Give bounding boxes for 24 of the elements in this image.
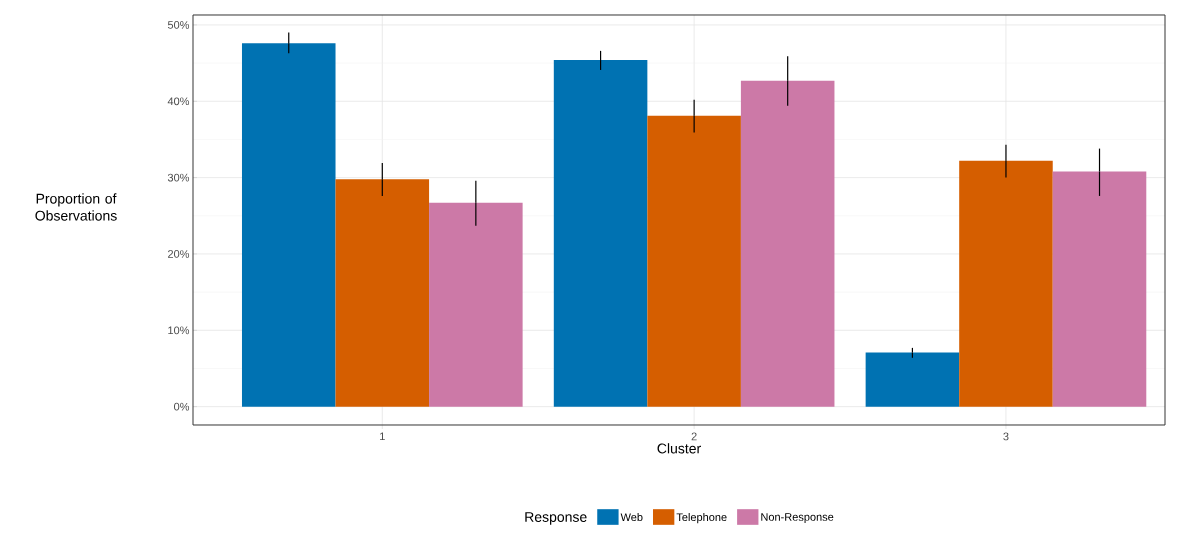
y-tick-label: 50% xyxy=(167,21,190,29)
legend-label: Web xyxy=(620,512,643,522)
legend-label: Non-Response xyxy=(761,513,834,524)
x-tick-label: 3 xyxy=(1003,432,1009,441)
bar xyxy=(865,352,960,407)
bar xyxy=(647,115,741,407)
x-tick-label: 1 xyxy=(380,432,385,441)
y-tick-label: 30% xyxy=(167,173,190,182)
bar xyxy=(241,43,336,407)
legend-label: Telephone xyxy=(676,512,727,524)
y-tick-label: 0% xyxy=(174,402,190,411)
bar xyxy=(1052,171,1147,407)
y-tick-label: 40% xyxy=(167,97,190,106)
bar xyxy=(429,202,523,407)
bar xyxy=(959,160,1053,407)
x-tick-label: 2 xyxy=(691,432,697,441)
bar xyxy=(335,179,430,407)
bar xyxy=(740,80,835,407)
bar xyxy=(553,60,648,407)
y-tick-label: 10% xyxy=(168,326,190,335)
y-tick-label: 20% xyxy=(168,250,190,258)
x-axis-title: Cluster xyxy=(657,443,701,454)
legend-title: Response xyxy=(525,512,587,525)
y-axis-title: Proportion of Observations xyxy=(35,193,117,221)
